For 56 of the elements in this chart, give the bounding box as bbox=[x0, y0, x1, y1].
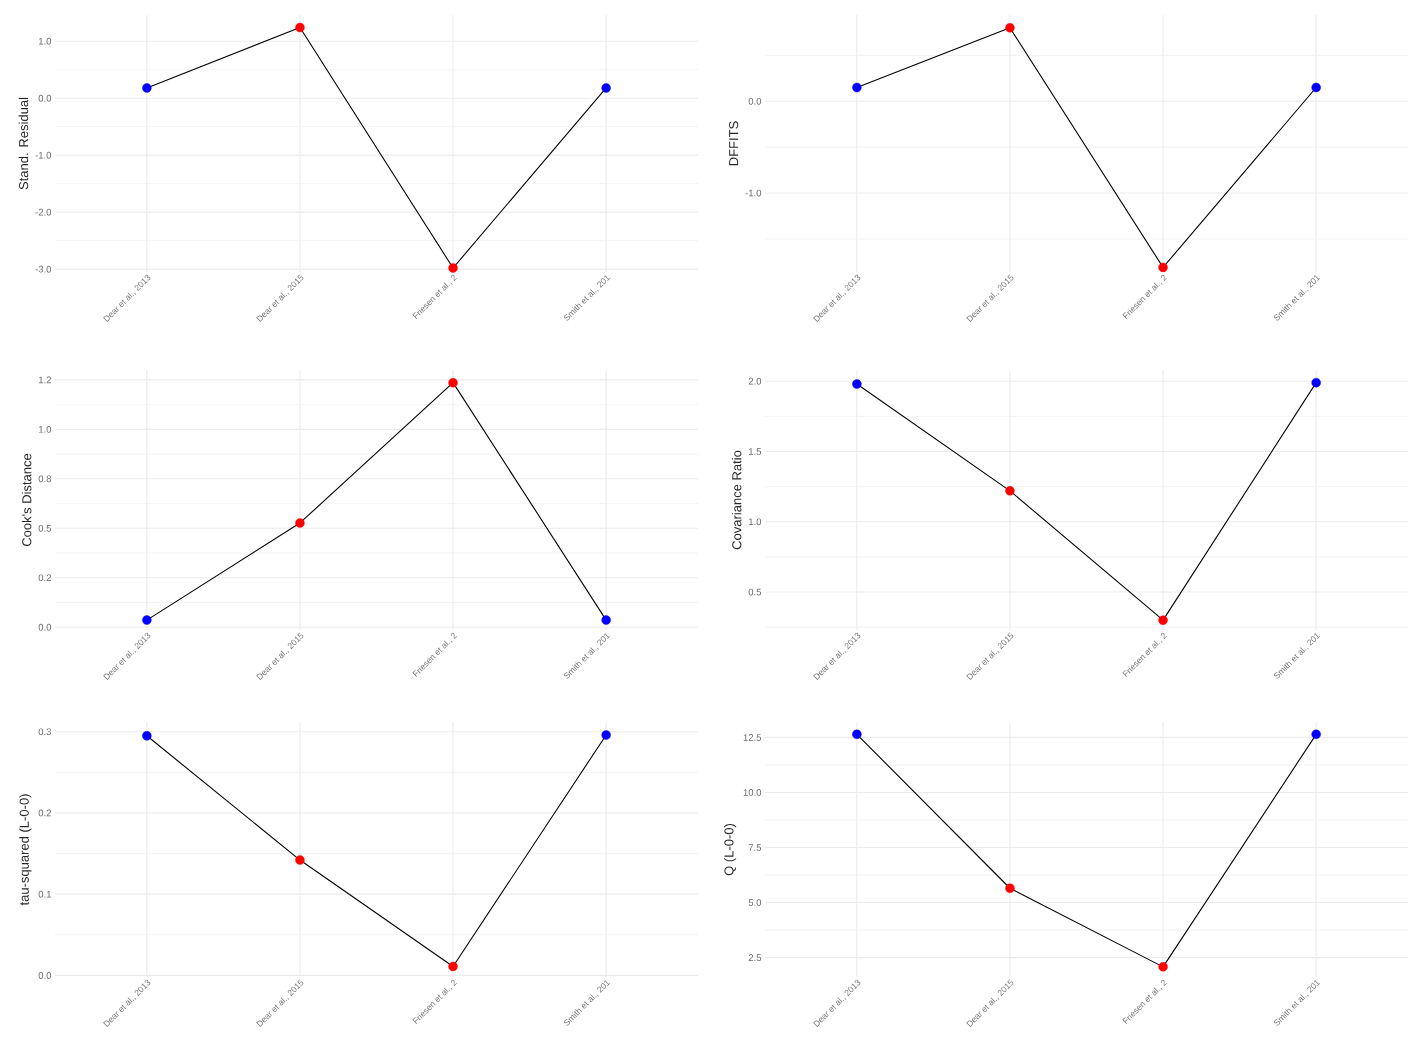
y-tick-label: 7.5 bbox=[748, 844, 762, 851]
y-axis-title: Cook's Distance bbox=[21, 453, 32, 547]
y-tick-label: 12.5 bbox=[743, 734, 762, 741]
point bbox=[142, 731, 152, 741]
point bbox=[1158, 962, 1168, 972]
point bbox=[295, 518, 305, 528]
y-tick-label: -1.0 bbox=[35, 151, 52, 159]
point bbox=[1311, 729, 1321, 740]
y-tick-label: 0.5 bbox=[38, 524, 52, 532]
y-tick-label: 0.2 bbox=[38, 809, 51, 817]
y-tick-label: -1.0 bbox=[745, 189, 762, 197]
y-tick-label: 0.0 bbox=[38, 94, 52, 102]
y-tick-label: 1.5 bbox=[748, 448, 762, 455]
point bbox=[601, 83, 611, 93]
y-tick-label: 0.0 bbox=[38, 623, 52, 631]
y-tick-label: 0.8 bbox=[38, 475, 52, 483]
y-axis-title: DFFITS bbox=[729, 121, 739, 166]
point bbox=[852, 729, 862, 740]
y-tick-label: 5.0 bbox=[748, 899, 762, 906]
y-tick-label: 0.2 bbox=[38, 574, 51, 582]
y-tick-label: 0.1 bbox=[38, 890, 51, 898]
y-tick-label: 0.5 bbox=[748, 588, 762, 596]
point bbox=[448, 961, 458, 972]
point bbox=[295, 855, 305, 865]
y-tick-label: 2.0 bbox=[748, 377, 762, 385]
point bbox=[448, 377, 458, 388]
y-axis-title: Covariance Ratio bbox=[731, 450, 742, 550]
y-tick-label: -2.0 bbox=[35, 208, 52, 216]
y-tick-label: 1.2 bbox=[38, 376, 51, 384]
point bbox=[601, 730, 611, 740]
point bbox=[1158, 262, 1168, 273]
y-tick-label: 0.0 bbox=[748, 97, 762, 105]
y-axis-title: Stand. Residual bbox=[18, 97, 29, 190]
point bbox=[601, 615, 611, 625]
y-tick-label: 2.5 bbox=[748, 954, 762, 961]
point bbox=[1005, 486, 1015, 496]
y-tick-label: 1.0 bbox=[38, 425, 52, 433]
point bbox=[1311, 377, 1321, 388]
point bbox=[1311, 82, 1321, 93]
point bbox=[1005, 883, 1015, 893]
y-tick-label: 0.0 bbox=[38, 972, 52, 979]
y-axis-title: Q (L-0-0) bbox=[724, 823, 737, 876]
point bbox=[142, 83, 152, 93]
y-axis-title: tau-squared (L-0-0) bbox=[19, 794, 32, 906]
point bbox=[1005, 23, 1015, 33]
point bbox=[852, 379, 862, 389]
y-tick-label: 0.3 bbox=[38, 728, 52, 736]
point bbox=[1158, 615, 1168, 625]
y-tick-label: 10.0 bbox=[743, 789, 762, 796]
point bbox=[142, 615, 152, 625]
point bbox=[295, 22, 305, 33]
y-tick-label: 1.0 bbox=[748, 518, 762, 526]
y-tick-label: 1.0 bbox=[38, 37, 52, 45]
y-tick-label: -3.0 bbox=[35, 265, 52, 273]
point bbox=[448, 263, 458, 273]
point bbox=[852, 82, 862, 93]
